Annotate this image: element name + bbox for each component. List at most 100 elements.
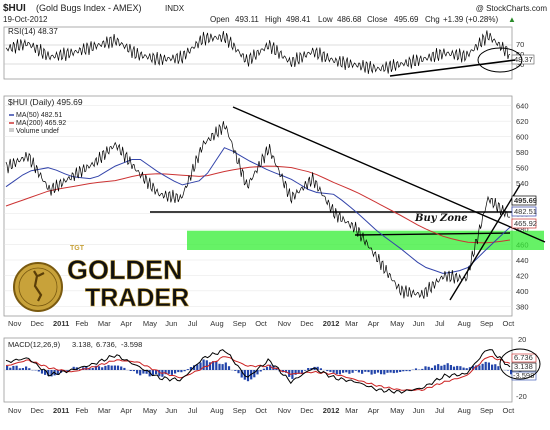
close-value: 495.69: [394, 15, 419, 24]
histogram-bar: [494, 364, 497, 370]
histogram-bar: [430, 367, 433, 370]
histogram-bar: [37, 370, 40, 372]
histogram-bar: [392, 370, 395, 374]
index-name: (Gold Bugs Index - AMEX): [36, 3, 142, 13]
ma50-legend: MA(50) 482.51: [16, 112, 62, 119]
ma200-value-text: 465.92: [514, 219, 537, 228]
histogram-bar: [478, 365, 481, 370]
x-tick-label: May: [143, 406, 157, 415]
x-tick-label: Nov: [278, 319, 292, 328]
rsi-legend: RSI(14) 48.37: [8, 27, 58, 36]
histogram-bar: [510, 370, 513, 375]
histogram-bar: [456, 365, 459, 370]
histogram-bar: [399, 370, 402, 372]
watermark: @ StockCharts.com: [476, 4, 548, 13]
histogram-bar: [227, 366, 231, 370]
histogram-bar: [465, 368, 468, 370]
histogram-bar: [123, 367, 126, 370]
histogram-bar: [21, 368, 24, 370]
histogram-bar: [361, 370, 364, 374]
histogram-bar: [380, 370, 383, 375]
histogram-bar: [94, 365, 97, 370]
x-tick-label: Feb: [75, 406, 88, 415]
x-tick-label: Sep: [480, 406, 493, 415]
histogram-bar: [205, 360, 208, 370]
price-line: [5, 121, 511, 299]
histogram-bar: [142, 370, 145, 374]
histogram-bar: [110, 365, 113, 370]
x-tick-label: May: [143, 319, 157, 328]
histogram-bar: [78, 369, 82, 370]
macd-legend-hist: -3.598: [121, 340, 142, 349]
histogram-bar: [373, 370, 376, 374]
histogram-bar: [408, 370, 411, 372]
x-tick-label: Mar: [345, 319, 358, 328]
histogram-bar: [472, 366, 475, 370]
histogram-bar: [246, 370, 250, 382]
low-value: 486.68: [337, 15, 362, 24]
x-tick-label: Feb: [75, 319, 88, 328]
histogram-bar: [208, 362, 212, 370]
low-label: Low: [318, 15, 333, 24]
histogram-bar: [189, 367, 192, 370]
histogram-bar: [316, 366, 319, 370]
volume-legend-swatch: [9, 128, 14, 132]
x-tick-label: Dec: [300, 406, 314, 415]
histogram-bar: [40, 370, 44, 374]
rsi-line: [5, 30, 511, 74]
logo-word-trader: TRADER: [85, 284, 189, 312]
price-tick-label: 380: [516, 302, 529, 311]
histogram-bar: [145, 370, 148, 374]
x-tick-label: 2011: [53, 406, 69, 415]
histogram-bar: [237, 370, 240, 374]
x-tick-label: Aug: [458, 319, 471, 328]
histogram-bar: [212, 361, 215, 370]
open-label: Open: [210, 15, 230, 24]
histogram-bar: [307, 368, 310, 370]
price-tick-label: 580: [516, 148, 529, 157]
x-tick-label: Oct: [503, 319, 516, 328]
chg-up-arrow-icon: ▲: [508, 15, 516, 24]
histogram-bar: [18, 368, 21, 370]
histogram-bar: [506, 370, 509, 371]
chg-value: +1.39 (+0.28%): [443, 15, 498, 24]
logo-word-golden: GOLDEN: [67, 255, 183, 285]
price-legend-title: $HUI (Daily) 495.69: [8, 97, 83, 107]
histogram-bar: [177, 370, 180, 373]
x-tick-label: Jun: [165, 406, 177, 415]
histogram-bar: [491, 364, 494, 370]
histogram-bar: [319, 368, 322, 370]
price-tick-label: 560: [516, 163, 529, 172]
histogram-bar: [72, 366, 75, 370]
x-tick-label: Dec: [31, 406, 45, 415]
signal-value-box: [511, 353, 537, 363]
price-tick-label: 420: [516, 271, 529, 280]
histogram-bar: [186, 369, 189, 370]
x-tick-label: 2011: [53, 319, 69, 328]
signal-value-text: 6.736: [514, 353, 533, 362]
high-value: 498.41: [286, 15, 311, 24]
x-tick-label: Apr: [368, 406, 380, 415]
histogram-bar: [88, 368, 91, 370]
symbol-label: $HUI: [3, 3, 26, 14]
liberty-figure-icon: [33, 270, 45, 302]
exchange-label: INDX: [165, 4, 185, 13]
histogram-bar: [174, 370, 177, 374]
histogram-bar: [101, 367, 104, 370]
price-gridlines: [4, 105, 512, 307]
histogram-bar: [481, 363, 484, 370]
histogram-bar: [462, 367, 465, 370]
histogram-bar: [364, 370, 367, 372]
x-tick-label: Sep: [480, 319, 493, 328]
histogram-bar: [151, 370, 154, 376]
histogram-bar: [224, 362, 227, 370]
buy-zone-label: Buy Zone: [414, 213, 468, 224]
histogram-bar: [354, 370, 357, 371]
x-tick-label: Nov: [8, 319, 22, 328]
close-label: Close: [367, 15, 388, 24]
macd-signal-line: [5, 355, 511, 392]
histogram-bar: [253, 370, 256, 378]
histogram-bar: [304, 370, 307, 371]
x-tick-label: Jul: [188, 319, 198, 328]
histogram-bar: [6, 366, 9, 370]
